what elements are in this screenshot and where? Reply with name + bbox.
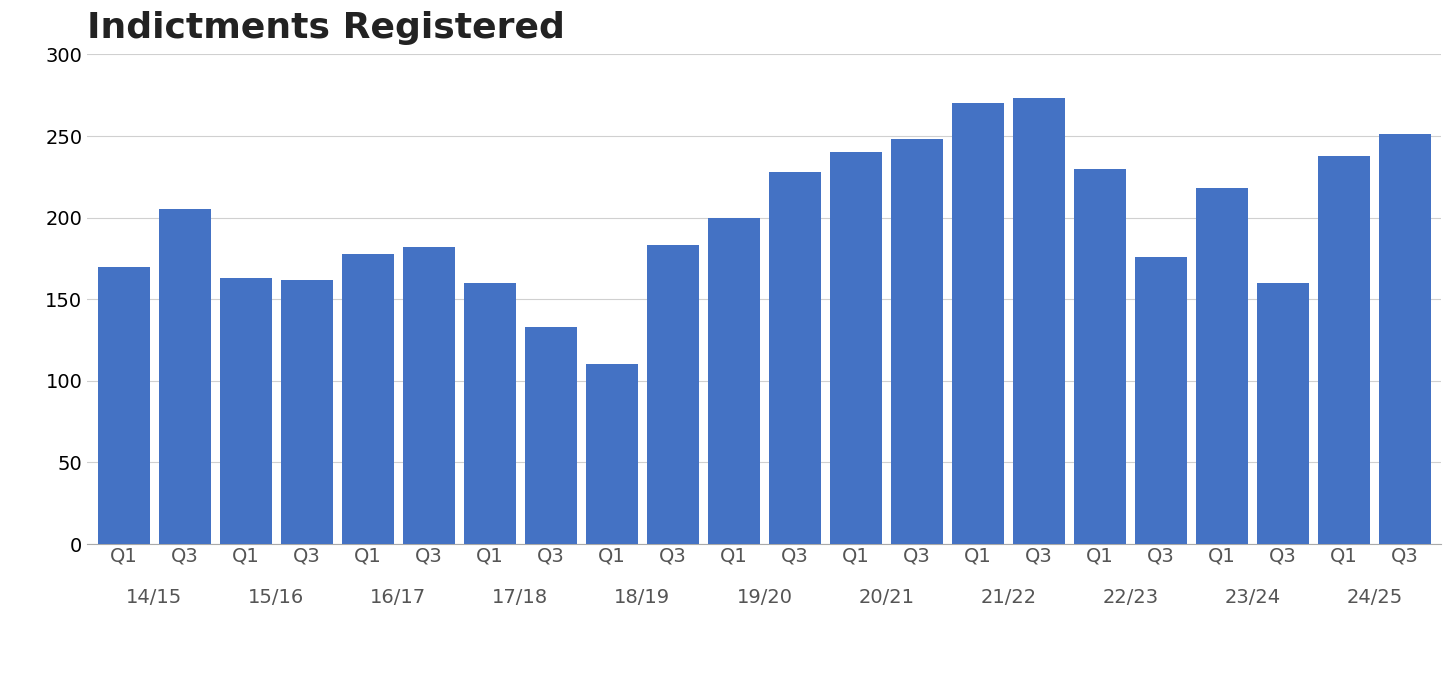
- Text: 18/19: 18/19: [614, 588, 670, 607]
- Bar: [1257, 283, 1309, 544]
- Text: 14/15: 14/15: [127, 588, 182, 607]
- Bar: [585, 364, 638, 544]
- Bar: [646, 245, 699, 544]
- Bar: [769, 172, 821, 544]
- Bar: [403, 247, 454, 544]
- Text: 17/18: 17/18: [492, 588, 549, 607]
- Bar: [1134, 257, 1187, 544]
- Bar: [1318, 156, 1370, 544]
- Bar: [830, 152, 882, 544]
- Text: 15/16: 15/16: [249, 588, 304, 607]
- Bar: [952, 103, 1003, 544]
- Bar: [1379, 135, 1431, 544]
- Bar: [281, 279, 333, 544]
- Text: 19/20: 19/20: [737, 588, 792, 607]
- Bar: [1195, 188, 1248, 544]
- Text: 24/25: 24/25: [1347, 588, 1402, 607]
- Bar: [342, 254, 395, 544]
- Text: 16/17: 16/17: [370, 588, 427, 607]
- Bar: [464, 283, 515, 544]
- Text: 20/21: 20/21: [859, 588, 914, 607]
- Bar: [159, 209, 211, 544]
- Text: 21/22: 21/22: [980, 588, 1037, 607]
- Bar: [1075, 169, 1125, 544]
- Bar: [220, 278, 272, 544]
- Bar: [526, 327, 577, 544]
- Text: Indictments Registered: Indictments Registered: [87, 11, 565, 45]
- Bar: [891, 139, 943, 544]
- Bar: [1013, 99, 1064, 544]
- Text: 22/23: 22/23: [1102, 588, 1159, 607]
- Text: 23/24: 23/24: [1224, 588, 1280, 607]
- Bar: [708, 218, 760, 544]
- Bar: [98, 267, 150, 544]
